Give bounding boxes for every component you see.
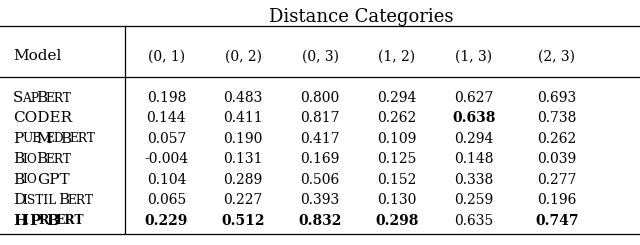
- Text: 0.148: 0.148: [454, 152, 493, 166]
- Text: (1, 2): (1, 2): [378, 49, 415, 63]
- Text: ERT: ERT: [70, 132, 95, 145]
- Text: GPT: GPT: [36, 173, 69, 187]
- Text: 0.198: 0.198: [147, 91, 186, 105]
- Text: (2, 3): (2, 3): [538, 49, 575, 63]
- Text: 0.817: 0.817: [300, 111, 340, 125]
- Text: ISTIL: ISTIL: [22, 194, 56, 207]
- Text: 0.294: 0.294: [454, 132, 493, 146]
- Text: 0.065: 0.065: [147, 193, 186, 207]
- Text: S: S: [13, 91, 23, 105]
- Text: 0.169: 0.169: [300, 152, 340, 166]
- Text: 0.635: 0.635: [454, 213, 493, 228]
- Text: 0.483: 0.483: [223, 91, 263, 105]
- Text: 0.104: 0.104: [147, 173, 186, 187]
- Text: B: B: [36, 91, 48, 105]
- Text: IO: IO: [22, 173, 36, 186]
- Text: 0.738: 0.738: [537, 111, 577, 125]
- Text: 0.262: 0.262: [537, 132, 577, 146]
- Text: 0.832: 0.832: [298, 213, 342, 228]
- Text: UB: UB: [22, 132, 42, 145]
- Text: B: B: [36, 152, 48, 166]
- Text: Model: Model: [13, 49, 61, 63]
- Text: CODER: CODER: [13, 111, 72, 125]
- Text: 0.417: 0.417: [300, 132, 340, 146]
- Text: D: D: [13, 193, 25, 207]
- Text: ERT: ERT: [46, 153, 72, 166]
- Text: 0.259: 0.259: [454, 193, 493, 207]
- Text: IO: IO: [22, 153, 36, 166]
- Text: 0.298: 0.298: [375, 213, 419, 228]
- Text: 0.747: 0.747: [535, 213, 579, 228]
- Text: B: B: [46, 213, 59, 228]
- Text: 0.190: 0.190: [223, 132, 263, 146]
- Text: I: I: [22, 214, 28, 227]
- Text: 0.196: 0.196: [537, 193, 577, 207]
- Text: 0.125: 0.125: [377, 152, 417, 166]
- Text: P: P: [13, 132, 23, 146]
- Text: ERT: ERT: [46, 91, 72, 105]
- Text: 0.289: 0.289: [223, 173, 263, 187]
- Text: 0.411: 0.411: [223, 111, 263, 125]
- Text: (1, 3): (1, 3): [455, 49, 492, 63]
- Text: 0.627: 0.627: [454, 91, 493, 105]
- Text: AP: AP: [22, 91, 39, 105]
- Text: 0.393: 0.393: [300, 193, 340, 207]
- Text: 0.152: 0.152: [377, 173, 417, 187]
- Text: P: P: [29, 213, 41, 228]
- Text: M: M: [36, 132, 52, 146]
- Text: 0.800: 0.800: [300, 91, 340, 105]
- Text: 0.512: 0.512: [221, 213, 265, 228]
- Text: -0.004: -0.004: [145, 152, 188, 166]
- Text: 0.227: 0.227: [223, 193, 263, 207]
- Text: 0.130: 0.130: [377, 193, 417, 207]
- Text: 0.638: 0.638: [452, 111, 495, 125]
- Text: B: B: [13, 152, 24, 166]
- Text: 0.144: 0.144: [147, 111, 186, 125]
- Text: ERT: ERT: [55, 214, 83, 227]
- Text: 0.262: 0.262: [377, 111, 417, 125]
- Text: 0.109: 0.109: [377, 132, 417, 146]
- Text: H: H: [13, 213, 27, 228]
- Text: 0.131: 0.131: [223, 152, 263, 166]
- Text: (0, 3): (0, 3): [301, 49, 339, 63]
- Text: 0.506: 0.506: [300, 173, 340, 187]
- Text: ERT: ERT: [68, 194, 93, 207]
- Text: Distance Categories: Distance Categories: [269, 8, 454, 26]
- Text: 0.277: 0.277: [537, 173, 577, 187]
- Text: (0, 2): (0, 2): [225, 49, 262, 63]
- Text: B: B: [13, 173, 24, 187]
- Text: 0.057: 0.057: [147, 132, 186, 146]
- Text: 0.294: 0.294: [377, 91, 417, 105]
- Text: 0.229: 0.229: [145, 213, 188, 228]
- Text: R: R: [38, 214, 49, 227]
- Text: B: B: [60, 132, 72, 146]
- Text: 0.338: 0.338: [454, 173, 493, 187]
- Text: 0.039: 0.039: [537, 152, 577, 166]
- Text: (0, 1): (0, 1): [148, 49, 185, 63]
- Text: 0.693: 0.693: [537, 91, 577, 105]
- Text: B: B: [59, 193, 70, 207]
- Text: ED: ED: [46, 132, 65, 145]
